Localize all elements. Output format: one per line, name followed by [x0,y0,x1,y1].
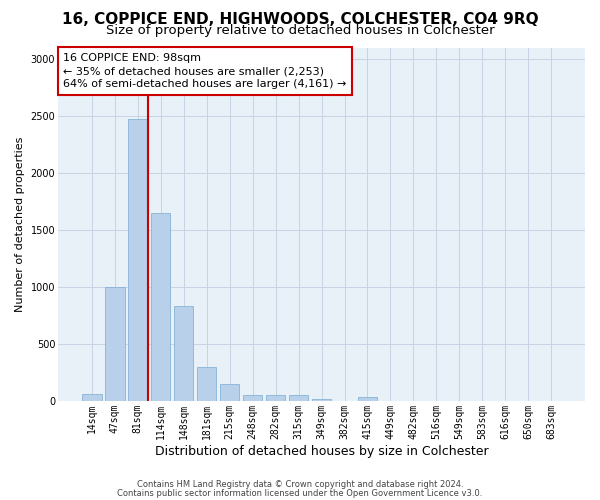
Bar [243,394,262,401]
Text: 16, COPPICE END, HIGHWOODS, COLCHESTER, CO4 9RQ: 16, COPPICE END, HIGHWOODS, COLCHESTER, … [62,12,538,28]
Bar [289,395,308,401]
Bar [220,384,239,401]
Bar [358,397,377,401]
Bar [151,213,170,401]
X-axis label: Distribution of detached houses by size in Colchester: Distribution of detached houses by size … [155,444,488,458]
Bar [174,306,193,401]
Bar [266,394,286,401]
Text: Contains public sector information licensed under the Open Government Licence v3: Contains public sector information licen… [118,489,482,498]
Bar [197,366,217,401]
Bar [105,287,125,401]
Bar [128,120,148,401]
Y-axis label: Number of detached properties: Number of detached properties [15,136,25,312]
Text: Contains HM Land Registry data © Crown copyright and database right 2024.: Contains HM Land Registry data © Crown c… [137,480,463,489]
Bar [312,398,331,401]
Text: Size of property relative to detached houses in Colchester: Size of property relative to detached ho… [106,24,494,37]
Bar [82,394,101,401]
Text: 16 COPPICE END: 98sqm
← 35% of detached houses are smaller (2,253)
64% of semi-d: 16 COPPICE END: 98sqm ← 35% of detached … [64,53,347,89]
